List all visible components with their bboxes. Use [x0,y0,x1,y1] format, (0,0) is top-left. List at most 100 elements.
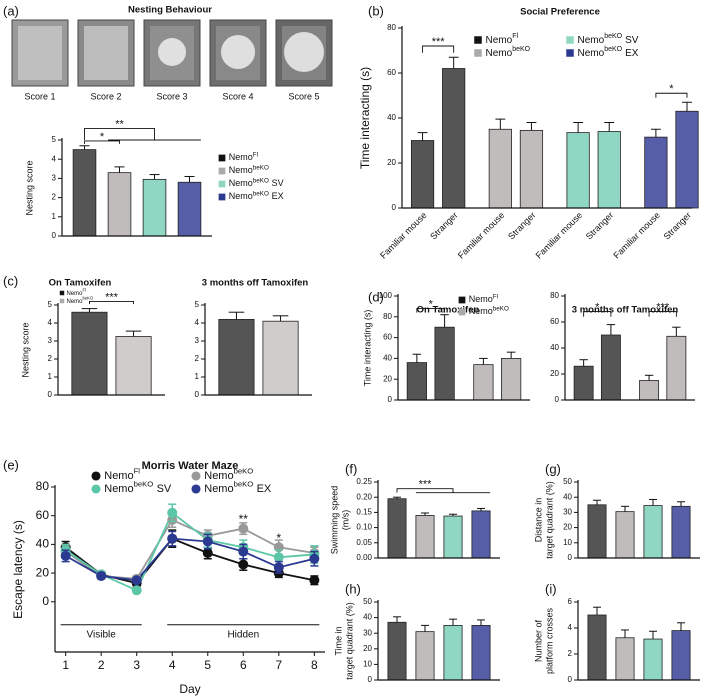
y-axis-label: Time in [333,626,343,655]
y-tick-label: 50 [563,477,572,486]
significance-bracket [422,45,455,53]
x-tick-label: 4 [169,658,176,672]
bar [501,357,522,401]
bar [410,140,435,209]
error-bar [149,174,160,180]
bar [415,631,435,681]
bar [406,362,427,401]
y-axis-label: target quadrant (%) [344,602,354,680]
photo-label: Score 1 [24,91,55,101]
y-tick-label: 0 [52,231,57,240]
bar [473,364,494,401]
error-bar [448,618,458,626]
bar [72,149,97,237]
legend-label: NemobeKO [204,467,253,482]
error-bar [526,122,537,131]
nest-mound [221,35,255,69]
error-bar [620,629,630,638]
legend-suffix: EX [272,191,284,201]
legend-swatch [218,154,226,162]
x-tick-label: 6 [240,658,247,672]
bar [434,326,455,401]
photo-label: Score 5 [288,91,319,101]
legend-marker [191,484,201,494]
x-tick-label: Stranger [506,210,537,241]
y-tick-label: 3 [195,336,200,345]
legend-label: NemoFl [67,288,87,297]
x-tick-label: Familiar mouse [611,210,662,261]
bar [671,505,691,559]
legend-label: NemobeKO EX [578,46,639,59]
error-bar [650,128,661,138]
y-tick-label: 0 [388,395,393,404]
y-axis-label: Distance in [533,498,543,543]
legend-suffix: EX [257,483,272,495]
x-tick-label: Stranger [428,210,459,241]
point [273,552,284,563]
bar [644,136,668,209]
legend-label: NemoFl [104,467,140,482]
legend-label: NemobeKO SV [104,480,172,495]
chart-title: On Tamoxifen [49,278,112,289]
y-tick-label: 30 [563,508,572,517]
significance-bracket [583,311,612,317]
legend-label: NemoFl [486,33,519,46]
y-tick-label: 20 [36,565,50,579]
legend-label: NemobeKO [486,46,531,59]
photo-label: Score 2 [90,91,121,101]
x-tick-label: Stranger [584,210,615,241]
significance-label: * [100,131,105,143]
y-tick-label: 0 [368,675,373,684]
point [202,548,213,558]
legend-swatch [566,36,574,44]
error-bar [592,499,602,505]
legend-name: Nemo [469,294,493,304]
bar [643,505,663,559]
panel-label: (g) [545,461,561,476]
error-bar [448,513,458,517]
chart-title: Morris Water Maze [142,460,239,472]
error-bar [682,101,692,112]
bar [177,181,202,237]
y-axis-label: Time interacting (s) [358,67,372,169]
error-bar [228,311,245,320]
y-tick-label: 1 [52,212,57,221]
bar [262,320,299,396]
significance-label: *** [105,291,119,303]
bar [71,311,108,396]
error-bar [495,118,506,130]
legend-swatch [458,308,466,316]
y-tick-label: 20 [563,523,572,532]
legend-name: Nemo [104,483,133,495]
y-tick-label: 2 [568,649,573,658]
error-bar [672,326,681,337]
bar [387,498,407,559]
error-bar [448,56,459,69]
error-bar [114,166,125,173]
y-tick-label: 60 [387,68,396,77]
significance-bracket [396,488,454,493]
legend-label: NemoFl [469,293,498,304]
legend-sup: Fl [512,33,518,40]
significance-label: *** [419,479,433,491]
y-tick-label: 4 [568,623,573,632]
significance-bracket [655,92,688,98]
panel-label: (b) [368,3,384,18]
legend-swatch [218,167,226,175]
y-tick-label: 40 [563,492,572,501]
legend-name: Nemo [204,483,233,495]
error-bar [81,308,98,313]
bar [597,131,621,209]
error-bar [440,314,449,328]
legend-suffix: SV [625,35,639,46]
significance-bracket [89,300,134,305]
error-bar [573,122,584,133]
significance-label: *** [432,36,446,48]
y-tick-label: 40 [387,113,396,122]
error-bar [676,501,686,507]
y-tick-label: 2 [52,193,57,202]
legend-swatch [474,49,482,57]
y-tick-label: 0.15 [356,508,372,517]
legend-label: NemobeKO SV [578,33,639,46]
legend-swatch [218,180,226,188]
